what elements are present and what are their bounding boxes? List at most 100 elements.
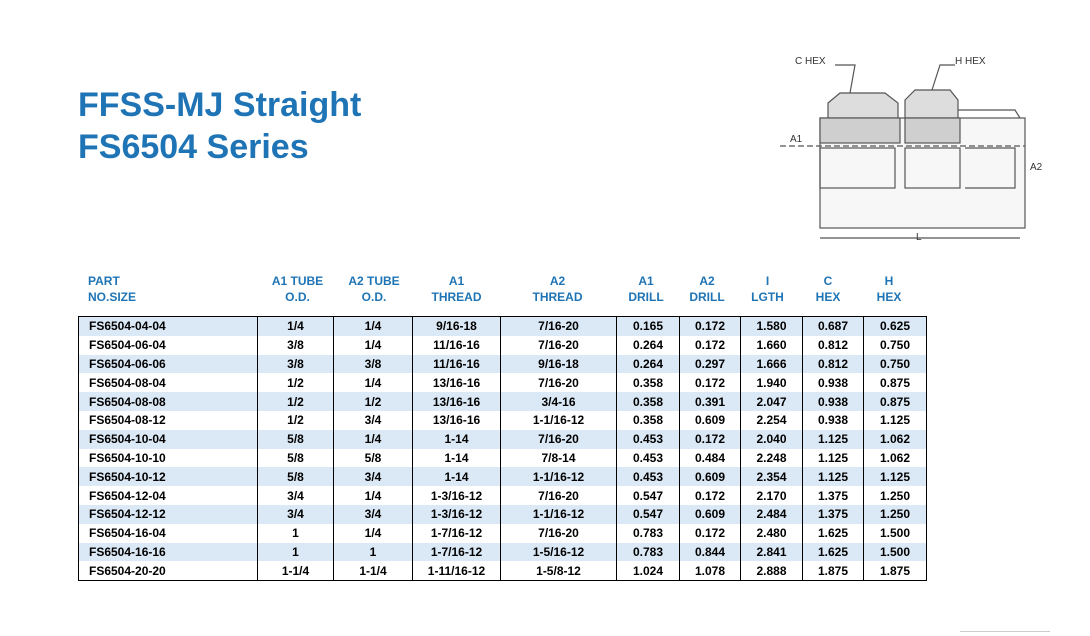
cell: 1-14 (412, 467, 501, 487)
part-number: FS6504-12-12 (78, 504, 258, 524)
cell: 3/8 (333, 354, 413, 374)
table: FS6504-04-04 1/4 1/4 9/16-18 7/16-20 0.165 0.1… (78, 316, 927, 582)
cell: 1-1/16-12 (500, 410, 617, 430)
cell: 1.625 (802, 523, 864, 543)
cell: 1.500 (863, 542, 927, 562)
cell: 1.125 (802, 429, 864, 449)
cell: 1.875 (863, 561, 927, 581)
cell: 2.248 (740, 448, 803, 468)
cell: 0.358 (616, 410, 680, 430)
cell: 0.172 (679, 335, 741, 355)
column-header: A1 (448, 274, 465, 288)
cell: 0.453 (616, 467, 680, 487)
table-row: FS6504-08-08 1/2 1/2 13/16-16 3/4-16 0.358 0.3… (78, 392, 927, 411)
fitting-diagram: C HEX H HEX A1 A2 L (780, 56, 1043, 243)
cell: 3/4-16 (500, 392, 617, 411)
column-header: A1 (638, 274, 654, 288)
table-row: FS6504-10-12 5/8 3/4 1-14 1-1/16-12 0.453 0.60… (78, 467, 927, 487)
cell: 2.888 (740, 561, 803, 581)
cell: 2.480 (740, 523, 803, 543)
label-c-hex: C HEX (795, 56, 826, 67)
column-header: O.D. (361, 290, 387, 304)
cell: 1.375 (802, 486, 864, 505)
cell: 0.938 (802, 392, 864, 411)
cell: 0.687 (802, 316, 864, 336)
cell: 1-14 (412, 448, 501, 468)
column-header: THREAD (431, 290, 482, 304)
cell: 1/4 (333, 373, 413, 393)
header-row: PART A1 TUBE A2 TUBE A1 A2 A1 A2 I C H (78, 273, 920, 289)
table-row: FS6504-16-16 1 1 1-7/16-12 1-5/16-12 0.783 0.8… (78, 542, 927, 562)
cell: 1/2 (257, 392, 334, 411)
cell: 1.500 (863, 523, 927, 543)
cell: 0.783 (616, 542, 680, 562)
cell: 1/4 (333, 486, 413, 505)
cell: 0.165 (616, 316, 680, 336)
cell: 3/4 (333, 504, 413, 524)
cell: 5/8 (257, 467, 334, 487)
cell: 1 (257, 523, 334, 543)
cell: 1-7/16-12 (412, 523, 501, 543)
cell: 3/4 (257, 504, 334, 524)
part-number: FS6504-10-12 (78, 467, 258, 487)
cell: 0.297 (679, 354, 741, 374)
cell: 7/16-20 (500, 429, 617, 449)
cell: 11/16-16 (412, 335, 501, 355)
cell: 2.170 (740, 486, 803, 505)
cell: 7/16-20 (500, 316, 617, 336)
cell: 1-1/16-12 (500, 504, 617, 524)
cell: 0.264 (616, 354, 680, 374)
cell: 0.938 (802, 373, 864, 393)
cell: 11/16-16 (412, 354, 501, 374)
cell: 1/4 (333, 429, 413, 449)
table-row: FS6504-16-04 1 1/4 1-7/16-12 7/16-20 0.783 0.1… (78, 523, 927, 543)
cell: 5/8 (333, 448, 413, 468)
cell: 0.875 (863, 373, 927, 393)
cell: 0.484 (679, 448, 741, 468)
cell: 0.812 (802, 354, 864, 374)
table-row: FS6504-08-12 1/2 3/4 13/16-16 1-1/16-12 0.358… (78, 410, 927, 430)
cell: 0.625 (863, 316, 927, 336)
cell: 1.078 (679, 561, 741, 581)
cell: 0.172 (679, 523, 741, 543)
cell: 1/4 (257, 316, 334, 336)
cell: 1-3/16-12 (412, 486, 501, 505)
cell: 0.938 (802, 410, 864, 430)
cell: 0.358 (616, 392, 680, 411)
cell: 2.040 (740, 429, 803, 449)
part-number: FS6504-06-06 (78, 354, 258, 374)
cell: 3/4 (333, 467, 413, 487)
cell: 1.062 (863, 448, 927, 468)
cell: 7/8-14 (500, 448, 617, 468)
cell: 0.264 (616, 335, 680, 355)
part-number: FS6504-10-10 (78, 448, 258, 468)
column-header: LGTH (751, 290, 784, 304)
cell: 2.841 (740, 542, 803, 562)
cell: 1.062 (863, 429, 927, 449)
part-number: FS6504-10-04 (78, 429, 258, 449)
cell: 13/16-16 (412, 373, 501, 393)
cell: 1-5/8-12 (500, 561, 617, 581)
column-header: PART (88, 274, 120, 288)
subtitle: FS6504 Series (78, 128, 309, 166)
cell: 1.625 (802, 542, 864, 562)
cell: 1-1/4 (257, 561, 334, 581)
column-header: I (765, 274, 770, 288)
cell: 2.484 (740, 504, 803, 524)
cell: 1.250 (863, 486, 927, 505)
cell: 0.609 (679, 504, 741, 524)
title: FFSS-MJ Straight (78, 86, 362, 124)
cell: 1.580 (740, 316, 803, 336)
column-header: A2 (549, 274, 566, 288)
cell: 7/16-20 (500, 486, 617, 505)
cell: 1.875 (802, 561, 864, 581)
cell: 0.547 (616, 486, 680, 505)
label-a2: A2 (1030, 162, 1043, 173)
cell: 0.750 (863, 335, 927, 355)
table-row: FS6504-06-06 3/8 3/8 11/16-16 9/16-18 0.264 0.… (78, 354, 927, 374)
cell: 1.940 (740, 373, 803, 393)
cell: 2.047 (740, 392, 803, 411)
column-header: C (823, 274, 833, 288)
cell: 1 (333, 542, 413, 562)
cell: 7/16-20 (500, 523, 617, 543)
